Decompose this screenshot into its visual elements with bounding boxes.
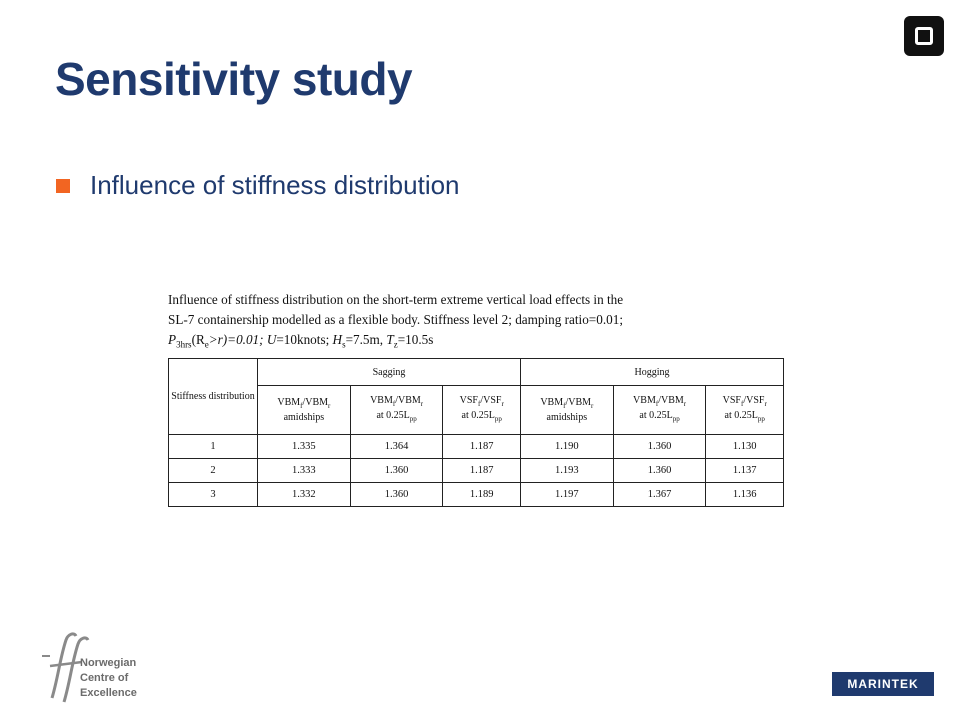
table-cell: 1.333 [257,458,351,483]
table-cell: 1.360 [349,458,444,483]
caption-line-2: SL-7 containership modelled as a flexibl… [168,312,623,327]
marintek-logo: MARINTEK [832,672,934,696]
header-sagging-vbm-amidships: VBMf/VBMr amidships [257,385,351,435]
table-cell: 1.364 [349,434,444,459]
table-cell: 1.193 [519,458,614,483]
caption-line-1: Influence of stiffness distribution on t… [168,292,624,307]
header-sagging-vsf-025lpp: VSFf/VSFr at 0.25Lpp [442,385,521,435]
table-caption: Influence of stiffness distribution on t… [168,290,748,355]
table-cell: 1.367 [612,482,707,507]
table-cell: 1.137 [705,458,784,483]
header-hogging-vbm-amidships: VBMf/VBMr amidships [519,385,614,435]
table-cell: 3 [168,482,258,507]
table-row: 1 1.335 1.364 1.187 1.190 1.360 1.130 [168,434,784,459]
table-cell: 1.332 [257,482,351,507]
table-row: 2 1.333 1.360 1.187 1.193 1.360 1.137 [168,458,784,483]
table-cell: 2 [168,458,258,483]
caption-line-3: P3hrs(Re>r)=0.01; U=10knots; Hs=7.5m, Tz… [168,332,434,350]
norwegian-centre-of-excellence-logo-icon [42,632,90,703]
header-stiffness-distribution: Stiffness distribution [168,358,258,435]
table-cell: 1.190 [519,434,614,459]
noc-logo-text: Norwegian Centre of Excellence [80,657,137,699]
table-cell: 1.360 [612,434,707,459]
table-cell: 1.187 [442,434,521,459]
header-hogging-vsf-025lpp: VSFf/VSFr at 0.25Lpp [705,385,784,435]
table-cell: 1 [168,434,258,459]
table-cell: 1.335 [257,434,351,459]
slide-title: Sensitivity study [55,53,413,105]
header-sagging: Sagging [257,358,521,386]
table-cell: 1.136 [705,482,784,507]
bullet-square-icon [56,178,70,193]
table-row: 3 1.332 1.360 1.189 1.197 1.367 1.136 [168,482,784,507]
header-sagging-vbm-025lpp: VBMf/VBMr at 0.25Lpp [349,385,444,435]
bullet-text: Influence of stiffness distribution [90,170,460,200]
corner-logo-icon [904,16,944,56]
bullet-item: Influence of stiffness distribution [56,170,460,201]
table-cell: 1.360 [612,458,707,483]
table-cell: 1.187 [442,458,521,483]
table-cell: 1.197 [519,482,614,507]
table-cell: 1.189 [442,482,521,507]
header-hogging: Hogging [519,358,785,386]
load-effects-table: Stiffness distribution Sagging Hogging V… [168,358,785,507]
table-cell: 1.130 [705,434,784,459]
table-cell: 1.360 [349,482,444,507]
header-hogging-vbm-025lpp: VBMf/VBMr at 0.25Lpp [612,385,707,435]
